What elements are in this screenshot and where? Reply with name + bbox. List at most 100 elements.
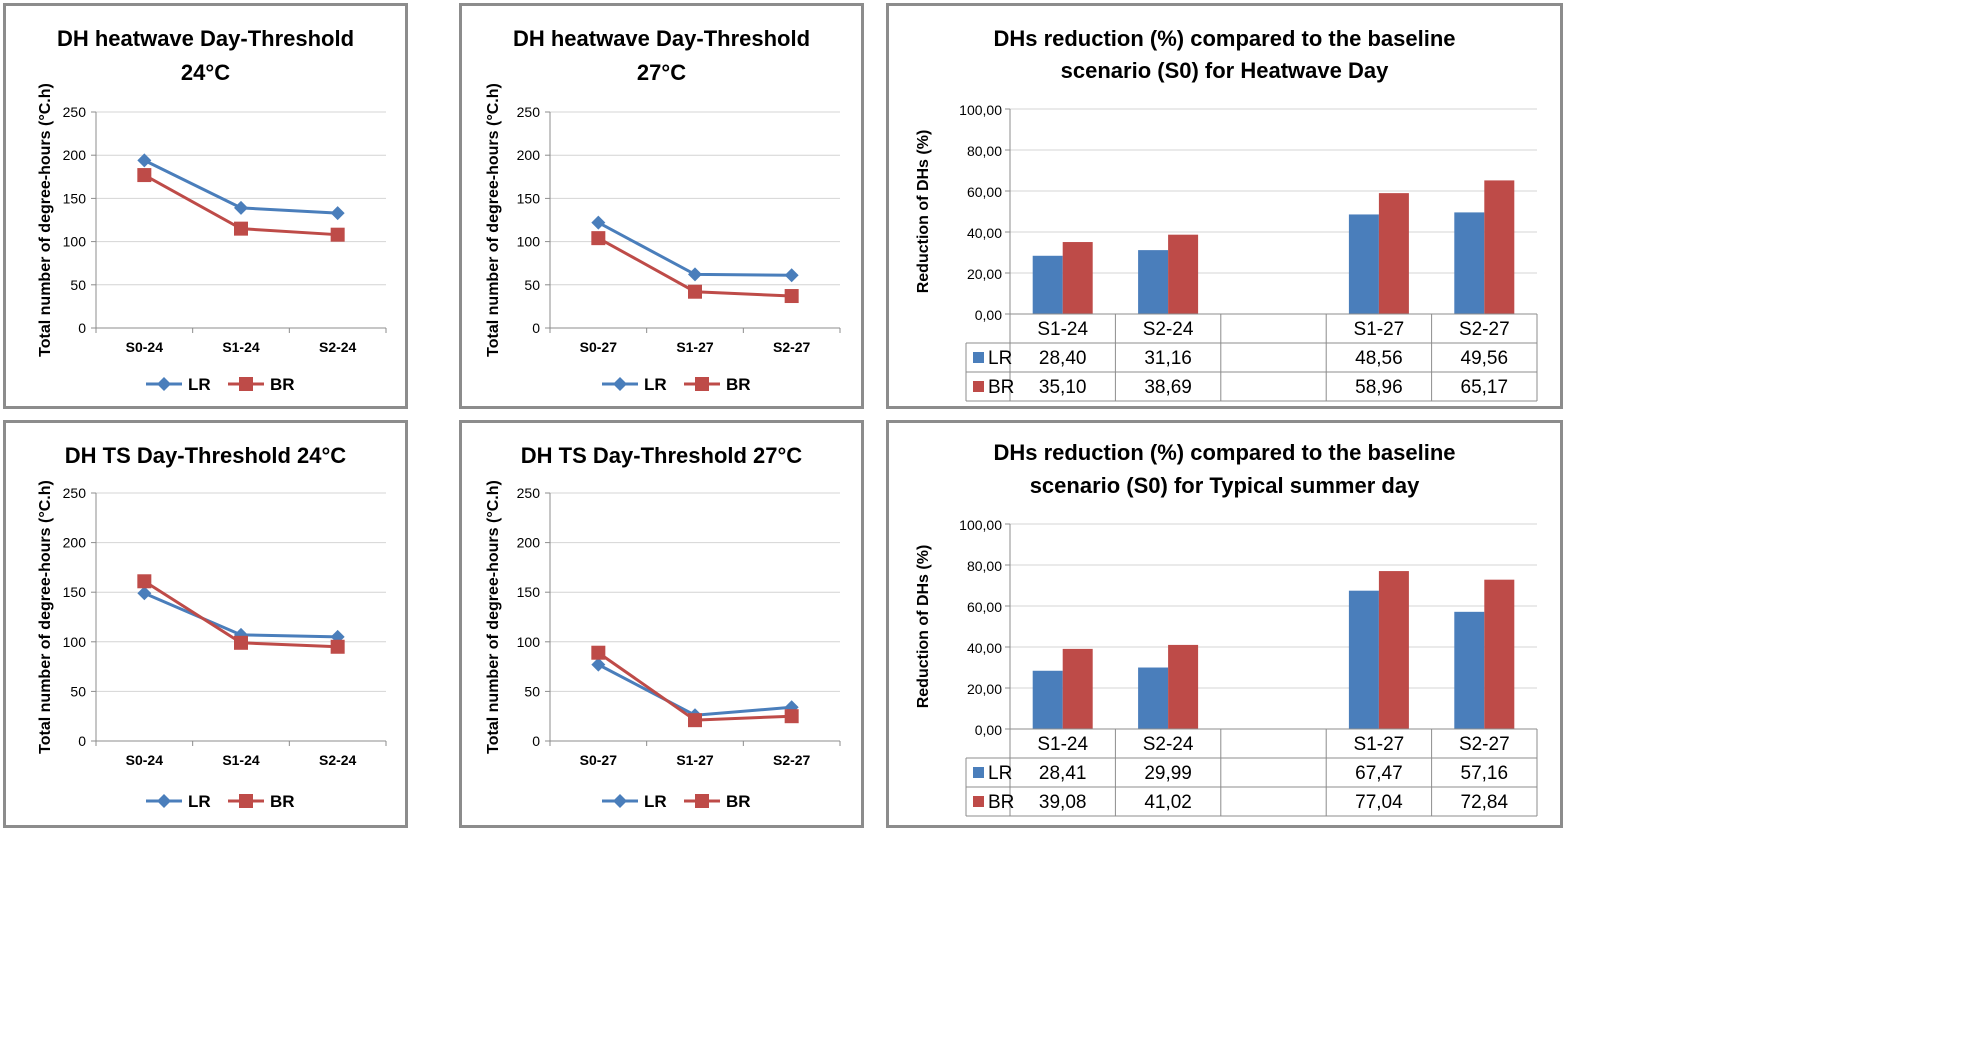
x-tick-label: S1-24 — [222, 752, 260, 768]
chart-title: scenario (S0) for Heatwave Day — [1061, 58, 1389, 83]
bar-br — [1168, 644, 1199, 729]
x-tick-label: S0-27 — [580, 752, 618, 768]
y-tick-label: 250 — [517, 104, 541, 120]
data-point-lr — [784, 268, 799, 283]
data-point-br — [688, 284, 702, 299]
data-point-br — [591, 231, 606, 246]
y-tick-label: 0 — [532, 733, 540, 749]
x-tick-label: S1-24 — [222, 339, 260, 355]
chart-title: DHs reduction (%) compared to the baseli… — [993, 26, 1455, 51]
legend-label-br: BR — [270, 792, 295, 811]
bar-lr — [1032, 255, 1063, 314]
table-value-cell: 49,56 — [1461, 348, 1509, 369]
y-tick-label: 20,00 — [967, 681, 1002, 697]
y-tick-label: 0 — [532, 320, 540, 336]
data-point-lr — [137, 153, 152, 168]
legend-marker-br — [695, 377, 709, 391]
table-legend-key-lr — [973, 352, 984, 363]
table-value-cell: 39,08 — [1039, 792, 1087, 813]
y-tick-label: 150 — [517, 190, 541, 206]
y-axis-title: Total number of degree-hours (°C.h) — [485, 480, 502, 754]
y-tick-label: 0,00 — [975, 307, 1002, 323]
y-tick-label: 0 — [78, 320, 86, 336]
data-point-br — [784, 289, 799, 304]
chart-panel-ts-27: DH TS Day-Threshold 27°C 0 50 100 150 200 250 S… — [459, 420, 864, 828]
table-legend-key-br — [973, 381, 984, 392]
y-tick-label: 40,00 — [967, 640, 1002, 656]
y-tick-label: 250 — [63, 485, 87, 501]
legend-marker-lr — [157, 377, 171, 391]
table-value-cell: 41,02 — [1144, 792, 1192, 813]
y-tick-label: 100,00 — [959, 517, 1002, 533]
data-point-lr — [330, 206, 345, 221]
data-point-br — [330, 639, 345, 654]
y-tick-label: 100,00 — [959, 102, 1002, 118]
y-axis-title: Total number of degree-hours (°C.h) — [37, 480, 54, 754]
y-tick-label: 100 — [517, 634, 541, 650]
legend-marker-br — [695, 794, 709, 808]
table-header-cell: S2-24 — [1143, 734, 1194, 755]
y-tick-label: 0 — [78, 733, 86, 749]
chart-title: 24°C — [181, 60, 230, 85]
legend-label-lr: LR — [644, 792, 667, 811]
table-value-cell: 31,16 — [1144, 348, 1192, 369]
y-tick-label: 20,00 — [967, 266, 1002, 282]
table-header-cell: S1-24 — [1037, 319, 1088, 340]
table-value-cell: 28,40 — [1039, 348, 1087, 369]
data-point-lr — [137, 586, 152, 601]
line-chart-ts-27: DH TS Day-Threshold 27°C 0 50 100 150 200 250 S… — [485, 443, 841, 811]
table-header-cell: S2-24 — [1143, 319, 1194, 340]
y-axis-title: Total number of degree-hours (°C.h) — [37, 83, 54, 357]
bar-lr — [1032, 670, 1063, 729]
y-tick-label: 40,00 — [967, 225, 1002, 241]
table-value-cell: 65,17 — [1461, 377, 1509, 398]
line-chart-ts-24: DH TS Day-Threshold 24°C 0 50 100 150 200 250 S… — [37, 443, 387, 811]
data-point-br — [137, 574, 152, 589]
line-chart-heatwave-27: DH heatwave Day-Threshold 27°C 0 50 100 150 20… — [485, 26, 841, 394]
table-value-cell: 38,69 — [1144, 377, 1192, 398]
chart-panel-heatwave-24: DH heatwave Day-Threshold 24°C 0 50 100 150 20… — [3, 3, 408, 409]
bar-br — [1484, 579, 1515, 729]
y-tick-label: 50 — [524, 277, 540, 293]
legend-label-br: BR — [270, 375, 295, 394]
legend-label-br: BR — [726, 375, 751, 394]
data-point-br — [591, 645, 606, 660]
legend-marker-br — [239, 377, 253, 391]
y-tick-label: 100 — [63, 634, 87, 650]
data-point-lr — [591, 657, 606, 672]
y-tick-label: 80,00 — [967, 558, 1002, 574]
bar-chart-ts-reduction: DHs reduction (%) compared to the baseli… — [915, 440, 1538, 817]
table-value-cell: 48,56 — [1355, 348, 1403, 369]
y-tick-label: 200 — [517, 147, 541, 163]
y-tick-label: 250 — [517, 485, 541, 501]
bar-lr — [1454, 611, 1485, 729]
y-tick-label: 200 — [63, 147, 87, 163]
data-point-lr — [234, 200, 248, 215]
x-tick-label: S2-24 — [319, 752, 357, 768]
table-legend-key-br — [973, 796, 984, 807]
bar-br — [1062, 648, 1093, 729]
y-tick-label: 60,00 — [967, 599, 1002, 615]
x-tick-label: S0-24 — [126, 752, 164, 768]
bar-lr — [1348, 590, 1379, 729]
y-tick-label: 200 — [63, 535, 87, 551]
table-value-cell: 29,99 — [1144, 763, 1192, 784]
table-row-label-lr: LR — [988, 763, 1012, 784]
y-tick-label: 50 — [70, 277, 86, 293]
y-tick-label: 100 — [517, 234, 541, 250]
bar-lr — [1138, 250, 1169, 314]
legend-marker-lr — [157, 794, 171, 808]
chart-title: 27°C — [637, 60, 686, 85]
data-point-lr — [234, 627, 248, 642]
x-tick-label: S1-27 — [676, 752, 714, 768]
bar-br — [1484, 180, 1515, 314]
table-header-cell: S2-27 — [1459, 319, 1510, 340]
x-tick-label: S0-27 — [580, 339, 618, 355]
chart-title: DH TS Day-Threshold 24°C — [65, 443, 347, 468]
table-value-cell: 58,96 — [1355, 377, 1403, 398]
table-legend-key-lr — [973, 767, 984, 778]
x-tick-label: S2-24 — [319, 339, 357, 355]
bar-lr — [1138, 667, 1169, 729]
y-tick-label: 200 — [517, 535, 541, 551]
y-tick-label: 100 — [63, 234, 87, 250]
